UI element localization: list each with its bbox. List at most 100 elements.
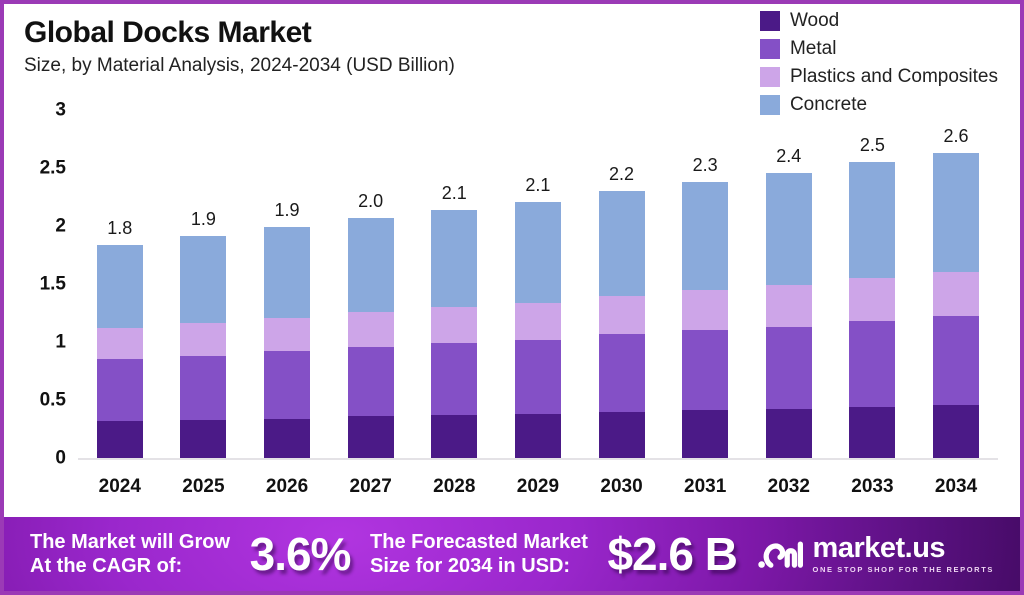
bar-segment-concrete (682, 181, 729, 290)
bar-total-label: 1.8 (107, 217, 133, 238)
bar-total-label: 2.2 (609, 164, 635, 185)
bar-segment-metal (933, 316, 980, 405)
brand-tagline: ONE STOP SHOP FOR THE REPORTS (812, 565, 994, 575)
bar-group: 1.8 1.9 1.9 2.0 2.1 2.1 2.2 2.3 2.4 2.5 2.6 (78, 110, 998, 458)
y-tick-label: 2 (55, 215, 66, 237)
x-tick-label: 2034 (934, 476, 978, 497)
bar-segment-plastics-and-composites (96, 328, 143, 360)
bar-stack (180, 236, 227, 458)
bar-segment-plastics-and-composites (514, 302, 561, 340)
bar-2026: 1.9 (246, 110, 329, 458)
cagr-label: The Market will Grow At the CAGR of: (30, 530, 230, 579)
plastics-swatch-icon (759, 66, 780, 87)
legend-item-plastics: Plastics and Composites (759, 66, 998, 87)
bar-segment-metal (96, 359, 143, 421)
chart-header: Global Docks Market Size, by Material An… (24, 16, 455, 77)
bar-segment-concrete (598, 191, 645, 296)
brand-text: market.us ONE STOP SHOP FOR THE REPORTS (813, 534, 994, 574)
bar-segment-concrete (180, 236, 227, 324)
bar-2033: 2.5 (831, 110, 914, 458)
bar-stack (849, 162, 896, 458)
plot-area: 1.8 1.9 1.9 2.0 2.1 2.1 2.2 2.3 2.4 2.5 2.6 (78, 110, 998, 460)
bar-segment-plastics-and-composites (347, 311, 394, 347)
bar-segment-wood (514, 413, 561, 458)
bar-segment-plastics-and-composites (180, 323, 227, 356)
x-tick-label: 2027 (349, 476, 392, 497)
x-axis: 2024 2025 2026 2027 2028 2029 2030 2031 2032 2033… (78, 476, 998, 498)
bar-stack (682, 181, 729, 458)
y-tick-label: 0 (55, 447, 66, 469)
legend-item-concrete: Concrete (759, 94, 998, 115)
y-tick-label: 2.5 (39, 157, 66, 179)
brand-name: market.us (812, 532, 946, 565)
footer-banner: The Market will Grow At the CAGR of: 3.6… (4, 517, 1020, 591)
bar-segment-concrete (765, 172, 812, 286)
bar-segment-wood (598, 411, 645, 458)
legend-label: Metal (789, 37, 837, 59)
bar-stack (347, 217, 394, 458)
x-tick-label: 2025 (182, 476, 225, 497)
x-tick-label: 2026 (265, 476, 309, 497)
bar-segment-concrete (96, 244, 143, 329)
bar-segment-wood (96, 420, 143, 458)
bar-segment-concrete (347, 217, 394, 312)
bar-segment-wood (264, 418, 311, 458)
bar-segment-wood (765, 409, 812, 458)
bar-segment-metal (431, 343, 478, 416)
forecast-label-line2: Size for 2034 in USD: (370, 555, 571, 577)
bar-segment-metal (264, 351, 311, 419)
bar-total-label: 1.9 (190, 209, 216, 230)
bar-segment-concrete (933, 152, 980, 273)
concrete-swatch-icon (759, 94, 780, 115)
bar-segment-metal (682, 330, 729, 411)
bar-segment-metal (347, 346, 394, 417)
bar-segment-plastics-and-composites (598, 295, 645, 334)
bar-segment-wood (347, 416, 394, 458)
bar-segment-metal (765, 326, 812, 410)
forecast-value: $2.6 B (607, 528, 738, 580)
bar-total-label: 2.3 (692, 154, 718, 175)
y-axis: 0 0.5 1 1.5 2 2.5 3 (4, 101, 66, 468)
bar-segment-metal (849, 321, 896, 407)
bar-stack (431, 209, 478, 458)
bar-2028: 2.1 (413, 110, 496, 458)
bar-segment-metal (514, 339, 561, 414)
bar-2027: 2.0 (329, 110, 412, 458)
market-us-logo-icon (757, 541, 803, 568)
y-tick-label: 1 (55, 331, 66, 353)
bar-total-label: 2.1 (525, 174, 551, 195)
bar-segment-concrete (849, 162, 896, 279)
wood-swatch-icon (759, 10, 780, 31)
bar-2024: 1.8 (78, 110, 161, 458)
cagr-value: 3.6% (249, 528, 352, 580)
x-tick-label: 2028 (433, 476, 476, 497)
metal-swatch-icon (759, 38, 780, 59)
cagr-label-line1: The Market will Grow (30, 530, 231, 553)
market-us-brand: market.us ONE STOP SHOP FOR THE REPORTS (757, 534, 994, 574)
bar-2034: 2.6 (915, 110, 998, 458)
bar-total-label: 2.0 (358, 190, 384, 211)
x-tick-label: 2029 (516, 476, 560, 497)
bar-2030: 2.2 (580, 110, 663, 458)
chart-legend: Wood Metal Plastics and Composites Concr… (759, 9, 998, 122)
bar-stack (96, 244, 143, 458)
bar-2031: 2.3 (664, 110, 747, 458)
legend-label: Wood (789, 9, 840, 31)
forecast-label-line1: The Forecasted Market (370, 530, 588, 553)
bar-stack (514, 201, 561, 458)
bar-segment-concrete (264, 227, 311, 318)
bar-2032: 2.4 (747, 110, 830, 458)
bar-segment-wood (431, 415, 478, 458)
x-tick-label: 2031 (684, 476, 727, 497)
bar-segment-metal (598, 333, 645, 412)
y-tick-label: 0.5 (39, 389, 66, 411)
bar-segment-concrete (431, 209, 478, 308)
bar-total-label: 2.1 (441, 182, 467, 203)
bar-segment-plastics-and-composites (765, 285, 812, 327)
bar-segment-concrete (514, 201, 561, 303)
bar-2029: 2.1 (496, 110, 579, 458)
bar-segment-metal (180, 355, 227, 420)
x-tick-label: 2033 (851, 476, 894, 497)
bar-segment-plastics-and-composites (849, 278, 896, 322)
